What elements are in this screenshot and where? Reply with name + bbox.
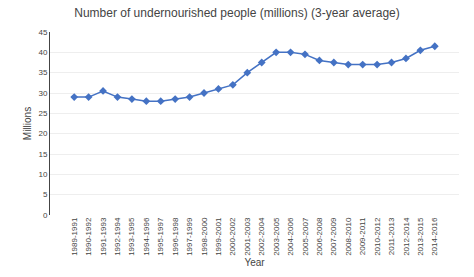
svg-text:2008-2010: 2008-2010 xyxy=(344,217,353,256)
svg-text:35: 35 xyxy=(38,68,47,77)
svg-text:2005-2007: 2005-2007 xyxy=(301,217,310,256)
svg-text:1993-1995: 1993-1995 xyxy=(128,217,137,256)
svg-text:2011-2013: 2011-2013 xyxy=(387,217,396,255)
svg-text:2014-2016: 2014-2016 xyxy=(430,217,439,256)
svg-text:10: 10 xyxy=(38,170,47,179)
svg-text:2012-2014: 2012-2014 xyxy=(402,217,411,256)
svg-text:2009-2011: 2009-2011 xyxy=(358,217,367,255)
svg-text:2003-2005: 2003-2005 xyxy=(272,217,281,256)
svg-text:1992-1994: 1992-1994 xyxy=(113,217,122,256)
svg-text:45: 45 xyxy=(38,28,47,37)
svg-text:2001-2003: 2001-2003 xyxy=(243,217,252,256)
svg-text:0: 0 xyxy=(43,211,48,220)
svg-text:1998-2000: 1998-2000 xyxy=(200,217,209,256)
svg-text:Number of undernourished peopl: Number of undernourished people (million… xyxy=(74,6,400,20)
svg-text:2004-2006: 2004-2006 xyxy=(286,217,295,256)
svg-text:40: 40 xyxy=(38,48,47,57)
svg-text:2002-2004: 2002-2004 xyxy=(257,217,266,256)
svg-text:2010-2012: 2010-2012 xyxy=(373,217,382,256)
svg-text:1995-1997: 1995-1997 xyxy=(156,217,165,256)
svg-text:Year: Year xyxy=(244,257,265,268)
svg-text:15: 15 xyxy=(38,150,47,159)
svg-text:1991-1993: 1991-1993 xyxy=(99,217,108,256)
svg-text:20: 20 xyxy=(38,129,47,138)
svg-text:1996-1998: 1996-1998 xyxy=(171,217,180,256)
svg-text:2000-2002: 2000-2002 xyxy=(228,217,237,256)
svg-text:30: 30 xyxy=(38,89,47,98)
svg-text:1994-1996: 1994-1996 xyxy=(142,217,151,256)
svg-text:2013-2015: 2013-2015 xyxy=(416,217,425,256)
svg-text:5: 5 xyxy=(43,190,48,199)
svg-text:1989-1991: 1989-1991 xyxy=(70,217,79,256)
svg-text:1999-2001: 1999-2001 xyxy=(214,217,223,256)
svg-text:1997-1999: 1997-1999 xyxy=(185,217,194,256)
svg-text:1990-1992: 1990-1992 xyxy=(84,217,93,256)
svg-text:2006-2008: 2006-2008 xyxy=(315,217,324,256)
svg-text:25: 25 xyxy=(38,109,47,118)
svg-text:Millions: Millions xyxy=(22,107,33,140)
svg-text:2007-2009: 2007-2009 xyxy=(329,217,338,256)
